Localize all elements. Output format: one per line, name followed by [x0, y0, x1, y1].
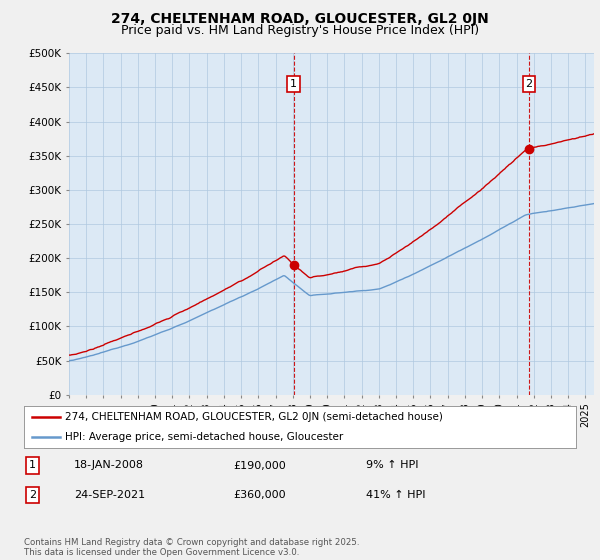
Text: 2: 2	[526, 79, 533, 89]
Text: 9% ↑ HPI: 9% ↑ HPI	[366, 460, 419, 470]
Text: £190,000: £190,000	[234, 460, 287, 470]
Text: Price paid vs. HM Land Registry's House Price Index (HPI): Price paid vs. HM Land Registry's House …	[121, 24, 479, 36]
Text: HPI: Average price, semi-detached house, Gloucester: HPI: Average price, semi-detached house,…	[65, 432, 344, 442]
Text: £360,000: £360,000	[234, 490, 286, 500]
Text: 18-JAN-2008: 18-JAN-2008	[74, 460, 143, 470]
Text: 41% ↑ HPI: 41% ↑ HPI	[366, 490, 426, 500]
Text: Contains HM Land Registry data © Crown copyright and database right 2025.
This d: Contains HM Land Registry data © Crown c…	[24, 538, 359, 557]
Text: 1: 1	[290, 79, 297, 89]
Text: 24-SEP-2021: 24-SEP-2021	[74, 490, 145, 500]
Text: 2: 2	[29, 490, 36, 500]
Text: 274, CHELTENHAM ROAD, GLOUCESTER, GL2 0JN (semi-detached house): 274, CHELTENHAM ROAD, GLOUCESTER, GL2 0J…	[65, 412, 443, 422]
Text: 274, CHELTENHAM ROAD, GLOUCESTER, GL2 0JN: 274, CHELTENHAM ROAD, GLOUCESTER, GL2 0J…	[111, 12, 489, 26]
Text: 1: 1	[29, 460, 36, 470]
